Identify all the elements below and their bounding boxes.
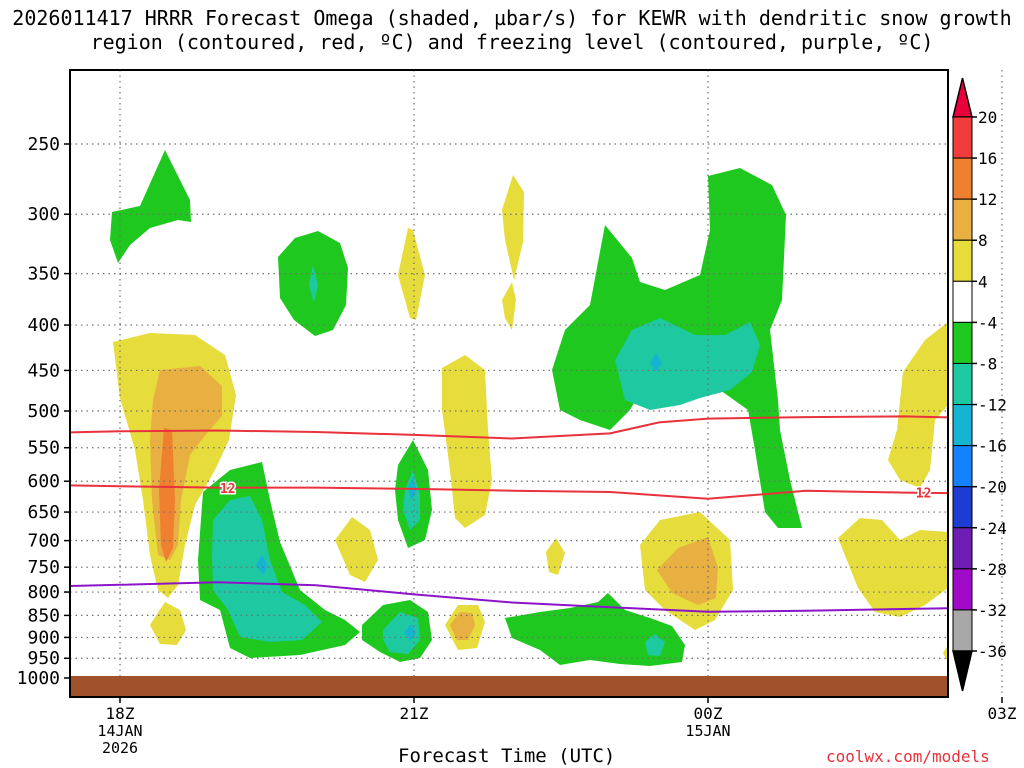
colorbar-label-20: 20 [978,108,997,127]
y-tick-label-500: 500 [27,401,60,422]
y-tick-label-300: 300 [27,204,60,225]
contour-label-1: 12 [916,487,932,502]
omega-cell--8 [212,496,322,642]
colorbar-label-16: 16 [978,149,997,168]
colorbar-label--36: -36 [978,642,1007,661]
colorbar-swatch-9 [952,486,973,529]
y-tick-label-450: 450 [27,360,60,381]
colorbar-label--24: -24 [978,519,1007,538]
omega-cell-4 [442,355,492,528]
omega-cell--8 [615,318,760,410]
y-tick-label-400: 400 [27,315,60,336]
omega-cell-4 [502,282,516,330]
omega-cell-8 [450,612,475,640]
omega-cells [110,150,948,666]
omega-cell-4 [943,645,948,662]
omega-cell--8 [309,265,318,303]
x-tick-label-21Z: 21Z [400,704,429,723]
y-tick-label-650: 650 [27,502,60,523]
credit-text: coolwx.com/models [826,747,990,766]
x-tick-sublabel-2026: 2026 [102,739,138,757]
contour-lines: 12 12 [70,415,948,613]
x-tick-sublabel-15JAN: 15JAN [685,722,730,740]
y-tick-label-1000: 1000 [17,668,60,689]
omega-cell--8 [645,634,665,656]
colorbar-swatch-10 [952,527,973,570]
colorbar-swatch-8 [952,445,973,488]
x-tick-label-00Z: 00Z [694,704,723,723]
omega-cell--8 [383,612,420,654]
colorbar-label--12: -12 [978,396,1007,415]
plot-frame [69,69,949,698]
y-tick-label-800: 800 [27,582,60,603]
omega-cell-4 [546,538,565,575]
omega-cell-8 [657,537,718,605]
colorbar-label--32: -32 [978,601,1007,620]
omega-cell-4 [150,602,186,645]
y-tick-label-700: 700 [27,531,60,552]
colorbar-label--16: -16 [978,437,1007,456]
colorbar-label--8: -8 [978,354,997,373]
colorbar: 20 16 12 8 4 -4 -8 -12 -16 -20 -24 -28 -32 -36 [952,77,1007,692]
y-tick-label-550: 550 [27,438,60,459]
omega-cell-12 [159,428,175,562]
colorbar-swatch-5 [952,321,973,364]
freezing-level-line [70,581,948,613]
y-tick-label-750: 750 [27,557,60,578]
colorbar-swatch-2 [952,198,973,241]
colorbar-swatch-6 [952,362,973,406]
y-tick-label-250: 250 [27,134,60,155]
colorbar-swatch-1 [952,157,973,200]
chart-title: 2026011417 HRRR Forecast Omega (shaded, … [12,6,1012,54]
omega-cell--12 [650,353,662,372]
colorbar-swatch-3 [952,239,973,282]
x-tick-label-03Z: 03Z [988,704,1017,723]
omega-cell--8 [403,470,420,530]
y-tick-label-900: 900 [27,627,60,648]
colorbar-label-8: 8 [978,231,988,250]
omega-cell--12 [404,624,416,641]
x-tick-label-18Z: 18Z [106,704,135,723]
x-tick-sublabel-14JAN: 14JAN [97,722,142,740]
x-axis-label: Forecast Time (UTC) [398,745,616,767]
colorbar-swatch-11 [952,568,973,611]
terrain-ground [70,676,948,697]
colorbar-label--4: -4 [978,313,997,332]
omega-cell--4 [505,593,685,666]
grid [70,70,1003,697]
omega-cell-4 [502,175,524,280]
colorbar-label--28: -28 [978,560,1007,579]
y-tick-label-600: 600 [27,471,60,492]
dgz-top-line [70,415,948,440]
colorbar-swatch-4 [952,280,973,323]
colorbar-label--20: -20 [978,478,1007,497]
dgz-bottom-line [70,484,948,500]
y-tick-label-950: 950 [27,648,60,669]
omega-cell-4 [838,518,948,617]
omega-cell-4 [888,322,948,488]
colorbar-label-12: 12 [978,190,997,209]
colorbar-arrow-bottom [952,650,973,692]
y-tick-label-350: 350 [27,264,60,285]
omega-cell--12 [256,555,268,575]
omega-cell-4 [335,517,378,582]
colorbar-arrow-top [952,77,973,118]
y-tick-label-850: 850 [27,605,60,626]
colorbar-swatch-7 [952,404,973,447]
omega-cell--4 [110,150,191,263]
colorbar-swatch-0 [952,116,973,159]
colorbar-swatch-12 [952,609,973,652]
contour-label-0: 12 [220,482,236,497]
colorbar-label-4: 4 [978,272,988,291]
